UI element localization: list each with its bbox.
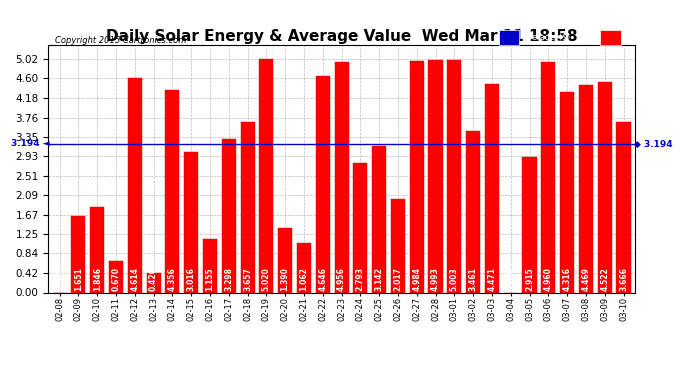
Text: 4.646: 4.646 [318,267,327,291]
Bar [600,30,621,45]
Bar [297,243,311,292]
Text: Daily    ($): Daily ($) [624,33,664,42]
Text: 4.356: 4.356 [168,267,177,291]
Text: 1.390: 1.390 [281,267,290,291]
Text: 4.316: 4.316 [562,267,571,291]
Text: 2.017: 2.017 [393,267,402,291]
Bar [485,84,499,292]
Bar [447,60,462,292]
Text: 3.016: 3.016 [187,267,196,291]
Bar [71,216,86,292]
Text: 4.960: 4.960 [544,267,553,291]
Text: ◆ 3.194: ◆ 3.194 [634,140,673,148]
Text: 3.657: 3.657 [243,267,252,291]
Text: 0.000: 0.000 [506,267,515,291]
Bar [221,139,236,292]
Text: Average  ($): Average ($) [523,33,570,42]
Text: 4.956: 4.956 [337,267,346,291]
Text: 4.469: 4.469 [582,267,591,291]
Bar [335,62,348,292]
Bar [203,239,217,292]
Text: 1.846: 1.846 [92,267,101,291]
Bar [522,157,537,292]
Title: Daily Solar Energy & Average Value  Wed Mar 11 18:58: Daily Solar Energy & Average Value Wed M… [106,29,578,44]
Bar [598,82,612,292]
Text: 3.461: 3.461 [469,267,477,291]
Text: 4.993: 4.993 [431,267,440,291]
Text: 4.614: 4.614 [130,267,139,291]
Text: 0.420: 0.420 [149,267,158,291]
Text: 1.651: 1.651 [74,267,83,291]
Text: 4.522: 4.522 [600,267,609,291]
Text: 3.142: 3.142 [375,267,384,291]
Bar [466,132,480,292]
Bar [316,76,330,292]
Text: 0.670: 0.670 [112,267,121,291]
Text: 3.298: 3.298 [224,267,233,291]
Bar [616,122,631,292]
Bar [498,30,520,45]
Text: 1.062: 1.062 [299,267,308,291]
Text: 2.793: 2.793 [356,267,365,291]
Bar [90,207,104,292]
Bar [541,62,555,292]
Bar [410,61,424,292]
Text: 4.984: 4.984 [412,267,421,291]
Bar [184,152,198,292]
Bar [372,146,386,292]
Bar [579,85,593,292]
Bar [391,199,405,292]
Bar [278,228,292,292]
Text: 5.020: 5.020 [262,267,271,291]
Text: 0.000: 0.000 [55,267,64,291]
Bar [259,59,273,292]
Text: Copyright 2015 Cartronics.com: Copyright 2015 Cartronics.com [55,36,186,45]
Text: 1.155: 1.155 [206,267,215,291]
Bar [428,60,442,292]
Text: 3.666: 3.666 [619,267,628,291]
Text: 2.915: 2.915 [525,267,534,291]
Bar [166,90,179,292]
Bar [560,92,574,292]
Bar [146,273,161,292]
Bar [353,163,367,292]
Text: 5.003: 5.003 [450,267,459,291]
Bar [128,78,142,292]
Text: 3.194 ◄: 3.194 ◄ [10,140,49,148]
Bar [109,261,123,292]
Bar [241,122,255,292]
Text: 4.471: 4.471 [487,267,496,291]
